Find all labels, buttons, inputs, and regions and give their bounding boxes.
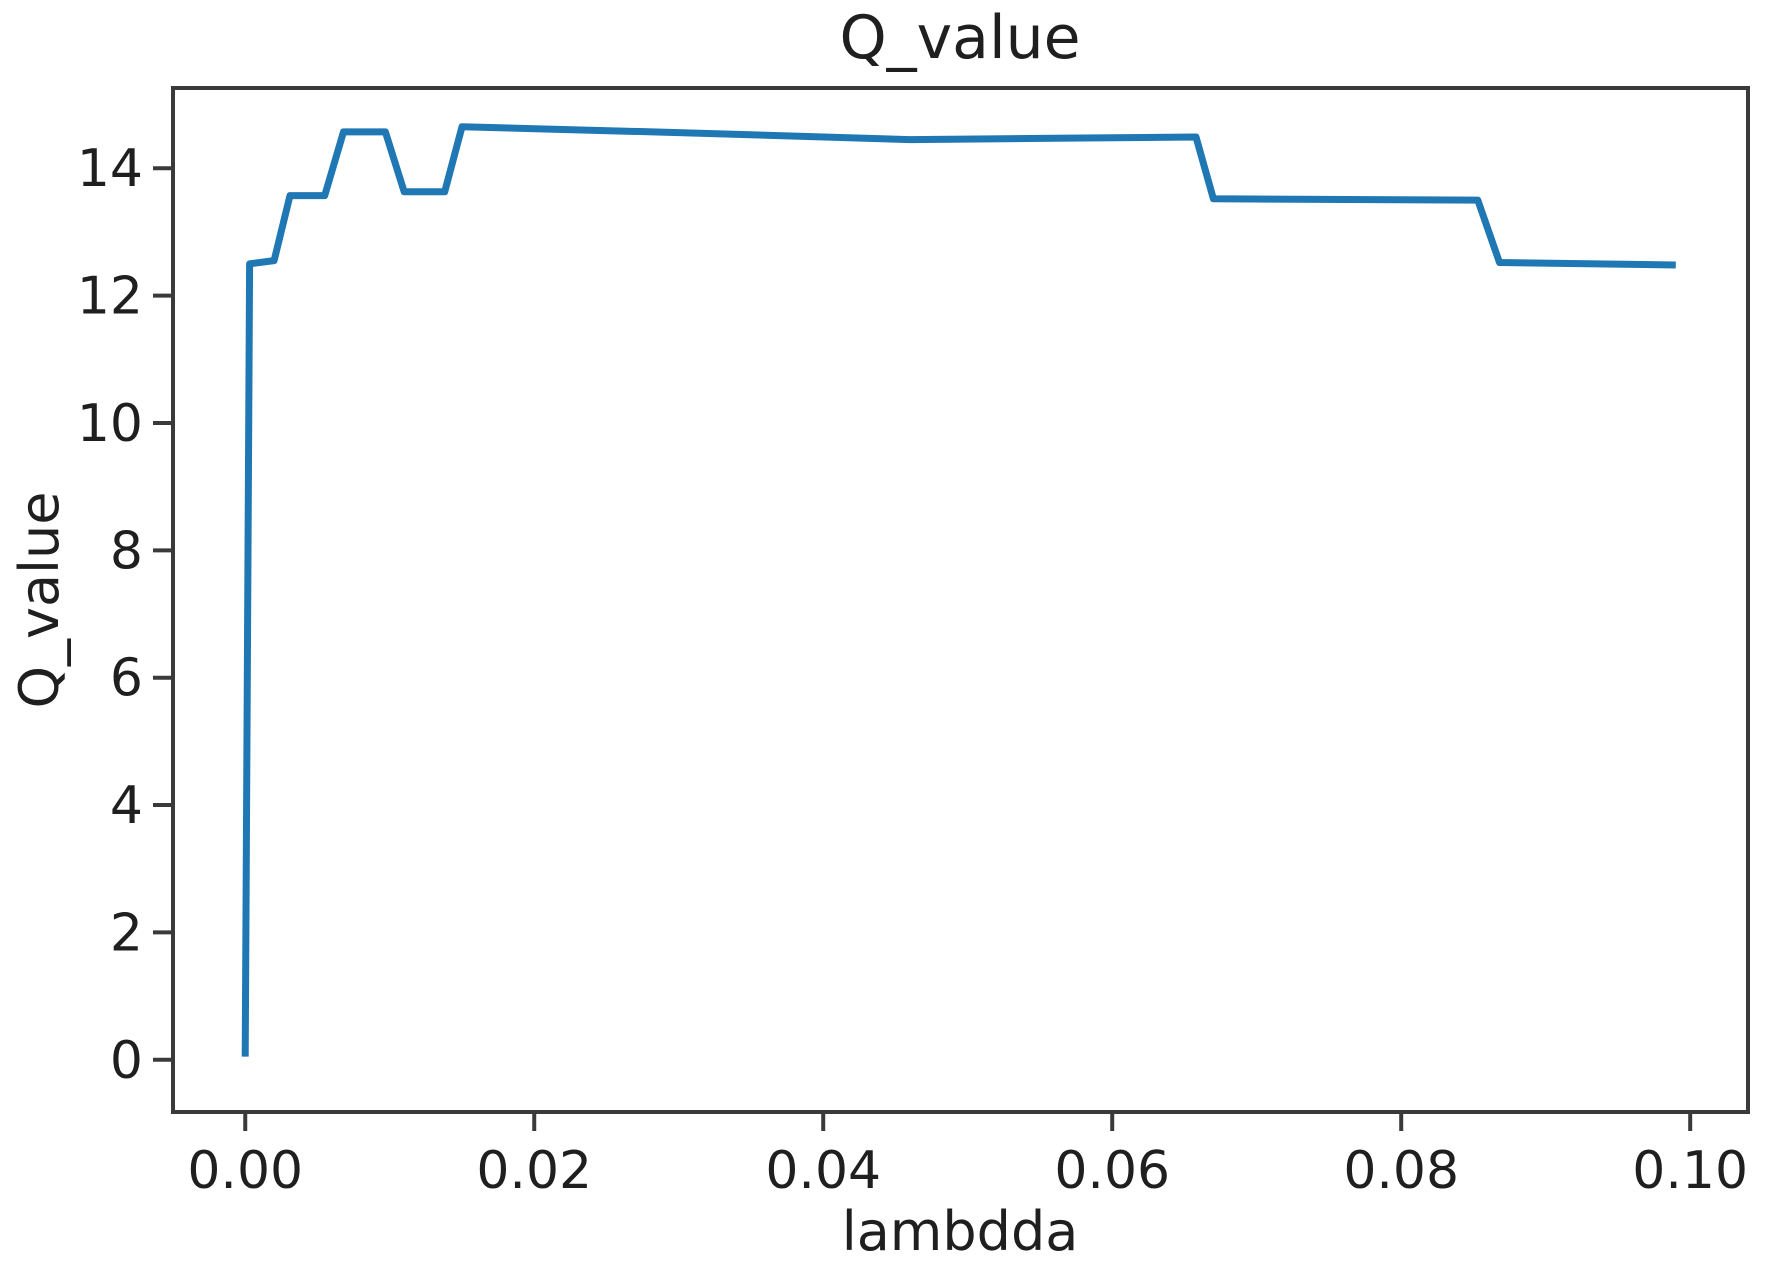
- y-tick-label: 8: [110, 521, 143, 581]
- y-axis-ticks: 0 2 4 6 8 10 12 14: [77, 139, 173, 1091]
- chart-title: Q_value: [839, 3, 1080, 73]
- x-tick-label: 0.06: [1054, 1141, 1170, 1201]
- y-tick-label: 4: [110, 776, 143, 836]
- x-tick-label: 0.08: [1343, 1141, 1459, 1201]
- plot-border: [171, 86, 1750, 1114]
- y-tick-label: 2: [110, 903, 143, 963]
- x-axis-ticks: 0.00 0.02 0.04 0.06 0.08 0.10: [187, 1112, 1748, 1201]
- y-axis-label: Q_value: [8, 491, 71, 708]
- y-tick-label: 14: [77, 139, 143, 199]
- y-tick-label: 0: [110, 1031, 143, 1091]
- x-axis-label: lambdda: [842, 1200, 1079, 1263]
- x-tick-label: 0.10: [1632, 1141, 1748, 1201]
- data-line-q_value: [241, 123, 1676, 1057]
- y-tick-label: 12: [77, 267, 143, 327]
- y-tick-label: 10: [77, 394, 143, 454]
- y-tick-label: 6: [110, 649, 143, 709]
- x-tick-label: 0.02: [476, 1141, 592, 1201]
- x-tick-label: 0.04: [765, 1141, 881, 1201]
- plot-series: [241, 123, 1676, 1057]
- x-tick-label: 0.00: [187, 1141, 303, 1201]
